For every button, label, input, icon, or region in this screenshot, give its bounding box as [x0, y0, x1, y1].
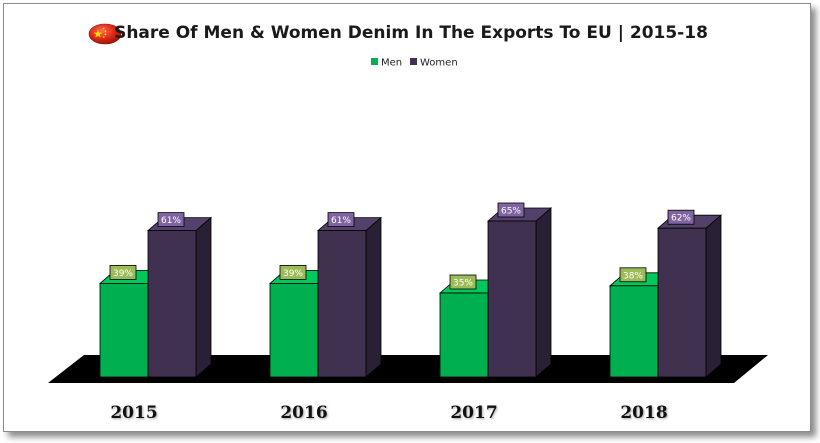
data-label-text-men-2016: 39%: [283, 269, 303, 279]
data-label-women-2018: 62%: [667, 209, 695, 225]
data-label-text-women-2018: 62%: [671, 214, 691, 224]
legend-swatch-men: [371, 58, 378, 65]
data-label-box-men-2018: [619, 267, 647, 283]
data-label-box-women-2016: [327, 212, 355, 228]
bar-women-2018: [656, 214, 723, 378]
china-flag-icon: [88, 23, 122, 45]
data-label-women-2016: 61%: [327, 212, 355, 228]
data-label-women-2017: 65%: [497, 202, 525, 218]
bar-front-women-2015: [147, 230, 197, 378]
chart-legend: Men Women: [371, 58, 458, 69]
bar-front-men-2017: [439, 292, 489, 378]
chart-title: Share Of Men & Women Denim In The Export…: [114, 23, 708, 43]
category-label-2018: 2018: [620, 403, 667, 423]
chart-floor: [48, 355, 768, 383]
category-label-2015: 2015: [110, 403, 157, 423]
bar-front-women-2016: [317, 230, 367, 378]
data-label-men-2017: 35%: [449, 274, 477, 290]
data-label-women-2015: 61%: [157, 212, 185, 228]
data-label-text-women-2017: 65%: [501, 207, 521, 217]
data-label-men-2016: 39%: [279, 264, 307, 280]
bar-women-2015: [146, 216, 213, 378]
bar-women-2017: [486, 207, 553, 378]
bar-side-women-2017: [535, 207, 552, 378]
category-axis: 2015 2016 2017 2018: [110, 403, 667, 423]
data-label-text-men-2017: 35%: [453, 279, 473, 289]
data-label-text-women-2016: 61%: [331, 216, 351, 226]
bar-side-women-2018: [705, 214, 722, 378]
bar-women-2016: [316, 216, 383, 378]
chart-frame: Share Of Men & Women Denim In The Export…: [3, 3, 811, 432]
bar-side-women-2016: [365, 216, 382, 378]
legend-label-women: Women: [420, 58, 458, 69]
data-label-text-men-2015: 39%: [113, 269, 133, 279]
data-label-box-women-2015: [157, 212, 185, 228]
data-label-box-men-2015: [109, 264, 137, 280]
data-label-men-2015: 39%: [109, 264, 137, 280]
bar-front-men-2015: [99, 282, 149, 378]
data-label-box-men-2016: [279, 264, 307, 280]
bar-side-women-2015: [195, 216, 212, 378]
bar-front-men-2018: [609, 285, 659, 378]
chart-canvas: Share Of Men & Women Denim In The Export…: [48, 23, 768, 423]
bar-front-women-2018: [657, 227, 707, 378]
data-label-box-women-2018: [667, 209, 695, 225]
data-label-text-women-2015: 61%: [161, 216, 181, 226]
bar-front-women-2017: [487, 220, 537, 378]
bars-layer: [98, 207, 723, 378]
category-label-2017: 2017: [450, 403, 497, 423]
data-label-text-men-2018: 38%: [623, 271, 643, 281]
legend-swatch-women: [410, 58, 417, 65]
category-label-2016: 2016: [280, 403, 327, 423]
data-label-box-men-2017: [449, 274, 477, 290]
bar-front-men-2016: [269, 282, 319, 378]
data-label-box-women-2017: [497, 202, 525, 218]
data-labels-layer: 39% 61% 39% 61% 35% 65% 38% 62%: [109, 202, 695, 290]
data-label-men-2018: 38%: [619, 267, 647, 283]
legend-label-men: Men: [381, 58, 402, 69]
